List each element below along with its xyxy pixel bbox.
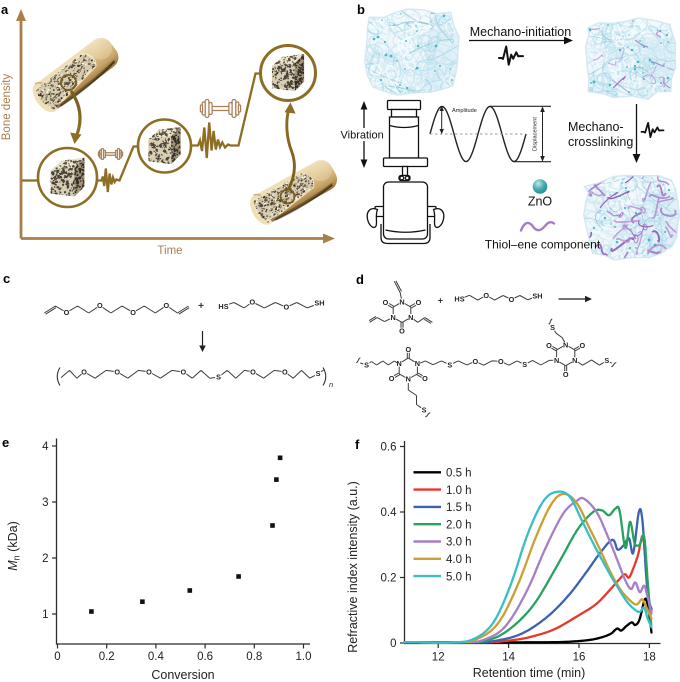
svg-text:3.0 h: 3.0 h [446,537,472,549]
svg-text:0.4: 0.4 [148,651,165,663]
svg-text:S: S [364,361,369,370]
svg-text:Mechano-initiation: Mechano-initiation [470,25,571,39]
svg-text:Mechano-: Mechano- [568,120,624,134]
svg-text:O: O [114,367,120,376]
svg-text:c: c [3,271,10,286]
svg-text:SH: SH [314,299,324,308]
svg-text:1.0 h: 1.0 h [446,485,472,497]
svg-text:N: N [408,313,413,322]
svg-text:S: S [316,369,321,378]
svg-text:b: b [357,2,365,17]
svg-text:5.0 h: 5.0 h [446,571,472,583]
svg-text:O: O [249,298,255,307]
svg-text:f: f [355,437,360,452]
svg-text:O: O [282,367,288,376]
svg-text:0.4: 0.4 [381,507,398,519]
svg-text:Thiol–ene component: Thiol–ene component [485,238,601,252]
svg-text:Mn (kDa): Mn (kDa) [6,521,22,570]
svg-text:S: S [522,360,527,369]
svg-text:4: 4 [42,441,49,453]
svg-text:Refractive index intensity (a.: Refractive index intensity (a.u.) [346,481,360,653]
svg-text:N: N [397,359,402,368]
svg-text:Time: Time [157,245,182,257]
svg-text:crosslinking: crosslinking [568,135,633,149]
svg-text:HS: HS [218,302,228,311]
svg-text:2.0 h: 2.0 h [446,519,472,531]
svg-text:e: e [2,435,9,450]
svg-text:N: N [399,298,404,307]
svg-text:0.2: 0.2 [381,573,397,585]
svg-text:0.2: 0.2 [99,651,115,663]
svg-text:O: O [81,367,87,376]
svg-text:S: S [216,373,221,382]
svg-text:1.0: 1.0 [296,651,312,663]
svg-text:Retention time (min): Retention time (min) [473,666,586,680]
svg-text:Vibration: Vibration [341,130,384,142]
svg-text:O: O [509,295,515,304]
svg-text:S: S [550,323,555,332]
svg-text:+: + [438,296,443,306]
svg-text:O: O [250,367,256,376]
svg-text:0.6: 0.6 [381,442,397,454]
svg-text:16: 16 [573,652,586,664]
svg-text:0: 0 [54,651,60,663]
svg-text:Displacement: Displacement [533,117,539,151]
svg-text:O: O [563,370,569,379]
svg-text:O: O [383,298,389,307]
svg-text:Amplitude: Amplitude [452,108,477,114]
svg-text:O: O [97,301,103,310]
svg-text:O: O [284,303,290,312]
svg-text:O: O [473,357,479,366]
svg-text:0: 0 [390,638,396,650]
svg-text:O: O [580,341,586,350]
svg-text:12: 12 [432,652,445,664]
svg-text:O: O [399,327,405,336]
svg-text:0.8: 0.8 [246,651,262,663]
svg-text:SH: SH [532,291,542,300]
svg-text:O: O [389,374,395,383]
svg-text:n: n [329,380,333,389]
svg-text:N: N [406,375,411,384]
svg-text:4.0 h: 4.0 h [446,554,472,566]
svg-text:N: N [554,356,559,365]
svg-text:O: O [483,291,489,300]
svg-text:O: O [130,308,136,317]
svg-text:1.5 h: 1.5 h [446,502,472,514]
svg-text:O: O [181,367,187,376]
svg-text:a: a [1,2,9,17]
svg-text:O: O [164,301,170,310]
svg-text:d: d [356,272,364,287]
svg-text:O: O [146,367,152,376]
svg-text:Bone density: Bone density [1,74,13,141]
svg-text:1: 1 [42,609,48,621]
svg-text:O: O [64,308,70,317]
svg-text:N: N [572,356,577,365]
svg-text:N: N [563,340,568,349]
svg-text:ZnO: ZnO [528,195,553,209]
svg-text:3: 3 [42,497,48,509]
svg-text:Conversion: Conversion [151,668,214,682]
svg-text:0.5 h: 0.5 h [446,468,472,480]
svg-text:2: 2 [42,553,48,565]
svg-text:O: O [416,298,422,307]
svg-text:HS: HS [454,295,464,304]
svg-text:18: 18 [643,652,656,664]
svg-text:O: O [546,341,552,350]
svg-text:14: 14 [502,652,515,664]
svg-text:O: O [422,374,428,383]
svg-text:S: S [422,405,427,414]
svg-text:0.6: 0.6 [197,651,213,663]
svg-text:S: S [604,356,609,365]
svg-text:S: S [447,360,452,369]
svg-text:N: N [415,359,420,368]
svg-text:N: N [391,313,396,322]
svg-text:O: O [498,357,504,366]
svg-text:+: + [198,301,204,312]
svg-text:O: O [405,345,411,354]
